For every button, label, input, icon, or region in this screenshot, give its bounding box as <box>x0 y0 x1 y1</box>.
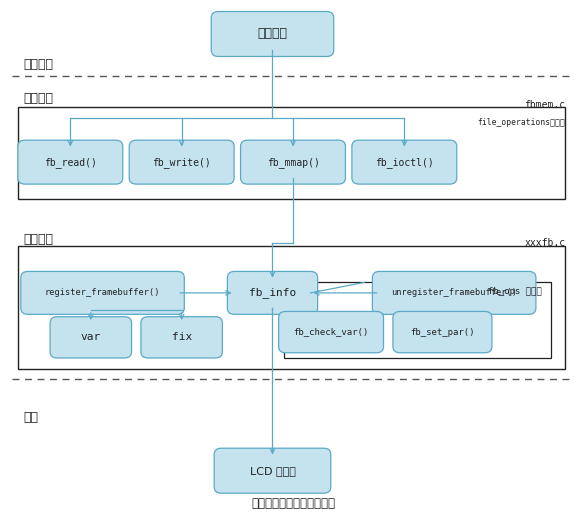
FancyBboxPatch shape <box>18 140 123 184</box>
FancyBboxPatch shape <box>393 312 492 353</box>
Bar <box>284 282 551 358</box>
Text: file_operations结构体: file_operations结构体 <box>478 118 565 127</box>
FancyBboxPatch shape <box>212 12 334 56</box>
FancyBboxPatch shape <box>129 140 234 184</box>
Text: fb_check_var(): fb_check_var() <box>294 327 369 337</box>
Text: 内核空间: 内核空间 <box>23 92 53 105</box>
Text: LCD 控制器: LCD 控制器 <box>250 465 295 476</box>
Text: 内核空间: 内核空间 <box>23 233 53 246</box>
Text: fb_set_par(): fb_set_par() <box>410 327 475 337</box>
Text: 帧缓冲设备驱动程序结构图: 帧缓冲设备驱动程序结构图 <box>251 497 335 510</box>
Bar <box>18 246 565 369</box>
Text: 应用程序: 应用程序 <box>257 28 288 40</box>
Text: register_framebuffer(): register_framebuffer() <box>45 288 161 298</box>
FancyBboxPatch shape <box>227 271 318 314</box>
FancyBboxPatch shape <box>352 140 456 184</box>
Text: fb_read(): fb_read() <box>44 157 97 167</box>
FancyBboxPatch shape <box>50 317 132 358</box>
Text: fix: fix <box>172 332 192 343</box>
Text: fb_mmap(): fb_mmap() <box>267 157 319 167</box>
FancyBboxPatch shape <box>141 317 223 358</box>
Text: fbmem.c: fbmem.c <box>524 100 565 110</box>
Text: fb_ioctl(): fb_ioctl() <box>375 157 434 167</box>
FancyBboxPatch shape <box>373 271 536 314</box>
FancyBboxPatch shape <box>279 312 383 353</box>
FancyBboxPatch shape <box>21 271 184 314</box>
Text: fb_ops 结构体: fb_ops 结构体 <box>488 287 542 295</box>
Text: var: var <box>81 332 101 343</box>
Text: fb_write(): fb_write() <box>152 157 211 167</box>
FancyBboxPatch shape <box>240 140 345 184</box>
Bar <box>18 107 565 199</box>
Text: unregister_framebuffer(): unregister_framebuffer() <box>391 288 517 298</box>
FancyBboxPatch shape <box>214 448 331 493</box>
Text: fb_info: fb_info <box>249 288 296 298</box>
Text: 硬件: 硬件 <box>23 411 39 424</box>
Text: 用户空间: 用户空间 <box>23 58 53 71</box>
Text: xxxfb.c: xxxfb.c <box>524 238 565 248</box>
